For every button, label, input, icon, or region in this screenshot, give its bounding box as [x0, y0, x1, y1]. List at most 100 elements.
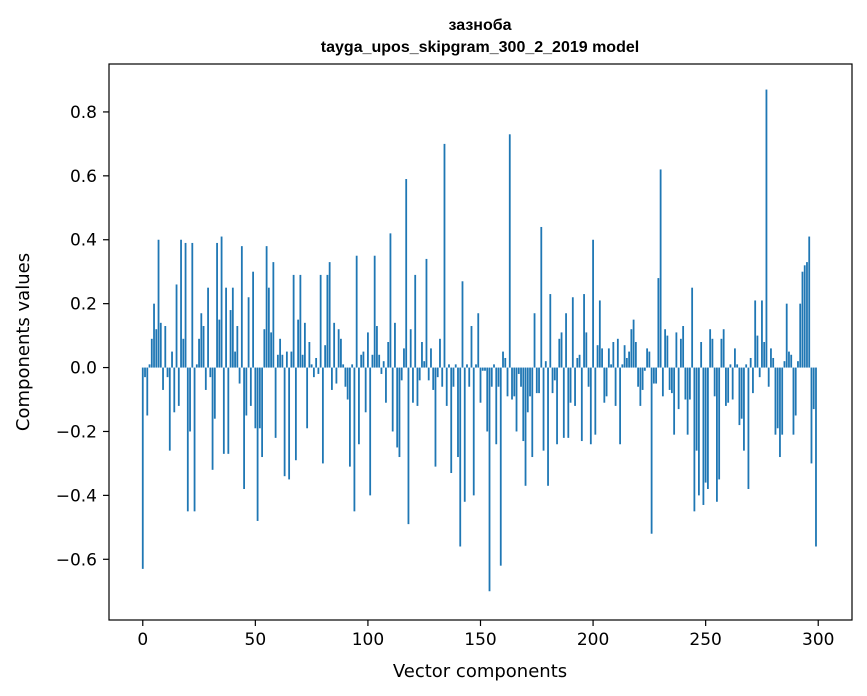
bar-288	[790, 354, 793, 368]
bar-194	[578, 354, 581, 368]
bar-58	[272, 262, 275, 368]
bar-140	[457, 367, 459, 458]
bar-254	[713, 367, 716, 397]
bar-106	[380, 367, 383, 374]
bar-235	[670, 367, 673, 394]
bar-158	[497, 367, 500, 387]
bar-80	[321, 367, 324, 464]
bar-49	[252, 271, 254, 368]
bar-189	[567, 367, 570, 438]
bar-200	[592, 239, 594, 368]
bar-231	[661, 367, 664, 397]
bar-154	[488, 367, 491, 592]
bar-105	[378, 354, 381, 368]
bar-19	[184, 242, 187, 368]
bar-285	[783, 361, 786, 368]
bar-151	[481, 367, 484, 371]
bar-296	[808, 236, 811, 368]
bar-39	[229, 310, 232, 368]
bar-205	[603, 367, 606, 403]
bar-119	[409, 329, 412, 368]
bar-178	[542, 367, 545, 451]
bar-37	[225, 287, 227, 368]
bar-242	[686, 367, 689, 435]
bar-251	[707, 367, 709, 489]
bar-111	[391, 367, 394, 432]
bar-199	[589, 367, 592, 445]
bar-239	[679, 338, 682, 368]
bar-276	[763, 342, 766, 368]
bar-215	[625, 357, 628, 368]
bar-78	[317, 367, 320, 374]
bar-90	[344, 367, 347, 387]
bar-185	[558, 338, 561, 368]
bar-149	[477, 313, 480, 368]
bar-252	[709, 329, 712, 368]
y-tick-label: 0.4	[70, 231, 97, 251]
bar-48	[249, 367, 252, 406]
bar-26	[200, 313, 203, 368]
bar-191	[571, 297, 574, 368]
bar-110	[389, 233, 392, 368]
bar-248	[700, 342, 703, 368]
bar-256	[718, 367, 721, 480]
bar-118	[407, 367, 410, 525]
bar-129	[432, 367, 435, 390]
bar-273	[756, 335, 759, 368]
bar-243	[688, 367, 691, 400]
bar-241	[684, 367, 687, 400]
bar-87	[337, 329, 340, 368]
bar-268	[745, 364, 748, 368]
bar-290	[794, 367, 797, 416]
bar-134	[443, 143, 446, 368]
bar-12	[168, 367, 171, 451]
bar-280	[772, 357, 775, 368]
bar-145	[468, 367, 471, 387]
bar-125	[423, 361, 426, 368]
y-tick-label: −0.6	[56, 550, 97, 570]
bar-293	[801, 271, 804, 368]
bar-54	[263, 329, 266, 368]
bar-34	[218, 319, 221, 368]
bar-271	[752, 367, 754, 394]
bar-281	[774, 367, 777, 435]
bar-222	[641, 367, 644, 390]
bar-161	[504, 357, 507, 368]
bar-28	[204, 367, 207, 390]
x-tick-label: 300	[802, 630, 834, 650]
bar-18	[182, 338, 185, 368]
bar-126	[425, 258, 428, 368]
bar-43	[238, 367, 241, 384]
bar-295	[806, 262, 808, 368]
bar-40	[231, 287, 234, 368]
x-tick-label: 50	[245, 630, 267, 650]
bar-186	[560, 332, 563, 368]
bar-204	[601, 348, 603, 368]
bar-283	[779, 367, 781, 458]
bar-208	[610, 364, 612, 368]
bar-102	[371, 354, 374, 368]
bar-221	[639, 367, 642, 406]
bar-213	[621, 364, 624, 368]
bar-168	[520, 367, 522, 387]
bar-171	[526, 367, 529, 413]
bar-182	[551, 367, 554, 394]
bar-117	[405, 179, 408, 368]
bar-180	[547, 367, 549, 486]
bar-5	[153, 303, 155, 368]
bar-65	[288, 367, 291, 480]
bar-262	[731, 367, 734, 400]
bar-192	[574, 367, 576, 406]
chart-title: зазноба	[448, 17, 511, 34]
bar-238	[677, 367, 680, 410]
bar-272	[754, 300, 757, 368]
bar-46	[245, 367, 248, 416]
bar-183	[553, 367, 556, 381]
x-tick-label: 150	[464, 630, 496, 650]
bar-245	[693, 367, 696, 512]
bar-2	[146, 367, 149, 416]
bar-162	[506, 367, 509, 397]
bar-175	[535, 367, 538, 394]
bar-47	[247, 297, 250, 368]
